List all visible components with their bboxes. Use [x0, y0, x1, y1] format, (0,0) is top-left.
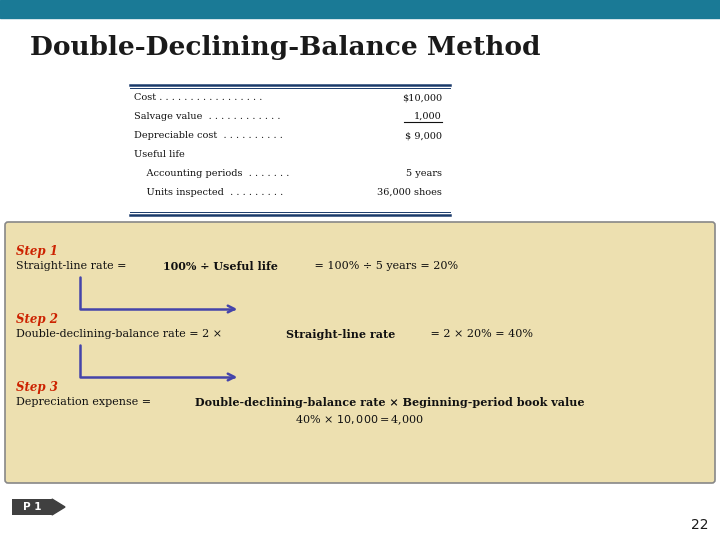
- Text: Depreciable cost  . . . . . . . . . .: Depreciable cost . . . . . . . . . .: [134, 131, 283, 140]
- Polygon shape: [52, 499, 65, 515]
- Text: = 2 × 20% = 40%: = 2 × 20% = 40%: [428, 329, 534, 339]
- Text: 5 years: 5 years: [406, 169, 442, 178]
- FancyBboxPatch shape: [5, 222, 715, 483]
- Text: Step 2: Step 2: [16, 313, 58, 326]
- Text: 36,000 shoes: 36,000 shoes: [377, 188, 442, 197]
- Text: Double-Declining-Balance Method: Double-Declining-Balance Method: [30, 35, 541, 60]
- Text: 40% × $10,000 = $4,000: 40% × $10,000 = $4,000: [295, 413, 425, 427]
- Text: Accounting periods  . . . . . . .: Accounting periods . . . . . . .: [134, 169, 289, 178]
- Text: Useful life: Useful life: [134, 150, 185, 159]
- Text: 22: 22: [690, 518, 708, 532]
- Text: 100% ÷ Useful life: 100% ÷ Useful life: [163, 261, 278, 272]
- Text: Depreciation expense =: Depreciation expense =: [16, 397, 155, 407]
- Text: Units inspected  . . . . . . . . .: Units inspected . . . . . . . . .: [134, 188, 283, 197]
- Text: Straight-line rate =: Straight-line rate =: [16, 261, 130, 271]
- Text: Straight-line rate: Straight-line rate: [287, 329, 396, 340]
- Text: Salvage value  . . . . . . . . . . . .: Salvage value . . . . . . . . . . . .: [134, 112, 281, 121]
- Text: P 1: P 1: [23, 502, 41, 512]
- Text: = 100% ÷ 5 years = 20%: = 100% ÷ 5 years = 20%: [311, 261, 459, 271]
- Bar: [0, 0, 720, 18]
- Bar: [12, 499, 52, 515]
- Text: Step 1: Step 1: [16, 245, 58, 258]
- Text: Double-declining-balance rate × Beginning-period book value: Double-declining-balance rate × Beginnin…: [195, 397, 585, 408]
- Text: Double-declining-balance rate = 2 ×: Double-declining-balance rate = 2 ×: [16, 329, 225, 339]
- Text: $10,000: $10,000: [402, 93, 442, 102]
- Text: 1,000: 1,000: [414, 112, 442, 121]
- Text: $ 9,000: $ 9,000: [405, 131, 442, 140]
- Bar: [130, 85, 450, 215]
- Text: Step 3: Step 3: [16, 381, 58, 394]
- Text: Cost . . . . . . . . . . . . . . . . .: Cost . . . . . . . . . . . . . . . . .: [134, 93, 262, 102]
